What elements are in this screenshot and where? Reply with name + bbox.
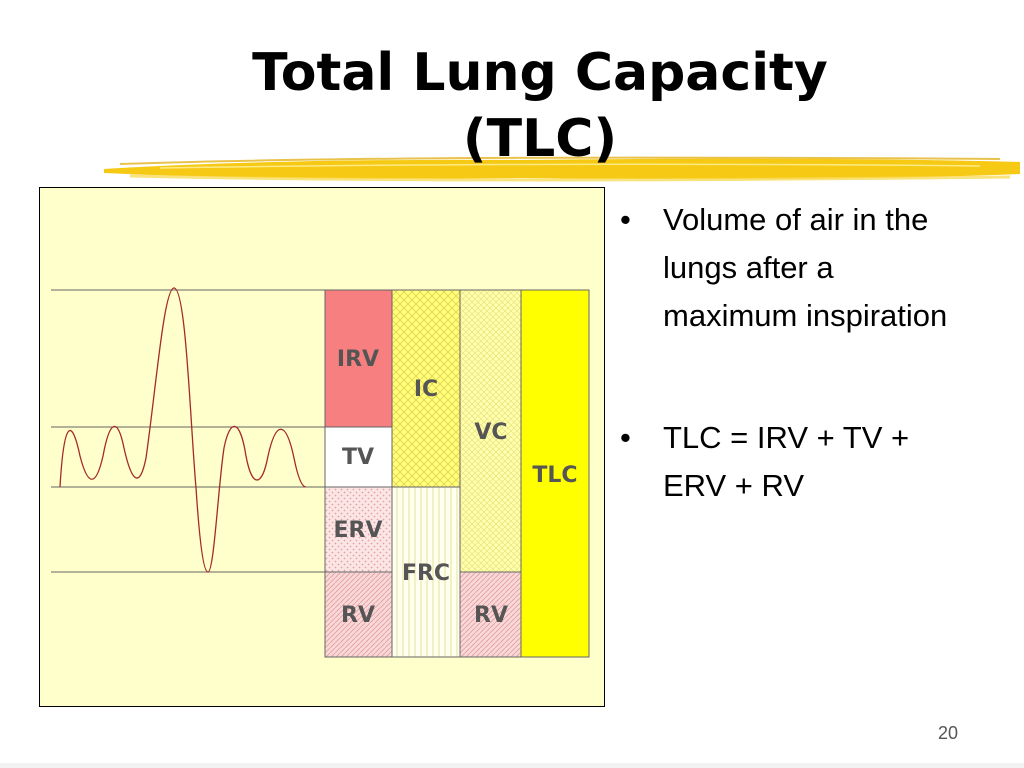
page-number: 20	[937, 723, 958, 743]
bullet-marker: •	[620, 420, 631, 455]
tlc-label: TLC	[532, 463, 577, 488]
frc-block	[391, 486, 461, 658]
irv-block	[324, 289, 393, 428]
spirometry-trace	[59, 287, 307, 573]
bullet-text-definition: Volume of air in the lungs after a maxim…	[663, 202, 948, 333]
bullet-marker: •	[620, 202, 631, 237]
erv-block	[324, 486, 393, 573]
tv-block	[324, 426, 393, 488]
erv-label: ERV	[334, 518, 383, 543]
bullet-list: • Volume of air in the lungs after a max…	[618, 196, 948, 510]
tv-label: TV	[342, 445, 374, 470]
ic-label: IC	[414, 377, 438, 402]
lung-volumes-svg: IRV IC VC TV TLC ERV FRC RV RV	[51, 287, 590, 658]
rv-label-right: RV	[474, 603, 508, 628]
frc-label: FRC	[402, 561, 450, 586]
slide-title-line-2: (TLC)	[462, 109, 618, 169]
lung-volumes-diagram: IRV IC VC TV TLC ERV FRC RV RV	[39, 187, 605, 707]
bullet-item-formula: • TLC = IRV + TV + ERV + RV	[618, 414, 948, 510]
title-underline-brush	[104, 156, 1020, 182]
rv-block-left	[324, 571, 393, 658]
slide-title-line-1: Total Lung Capacity	[252, 43, 828, 103]
bullet-text-formula: TLC = IRV + TV + ERV + RV	[663, 420, 910, 503]
tlc-block	[520, 289, 590, 658]
irv-label: IRV	[337, 347, 379, 372]
vc-label: VC	[474, 420, 507, 445]
rv-label-left: RV	[341, 603, 375, 628]
footer-line	[0, 763, 1024, 768]
rv-block-right	[459, 571, 522, 658]
slide-title: Total Lung Capacity (TLC)	[150, 40, 930, 172]
bullet-item-definition: • Volume of air in the lungs after a max…	[618, 196, 948, 340]
